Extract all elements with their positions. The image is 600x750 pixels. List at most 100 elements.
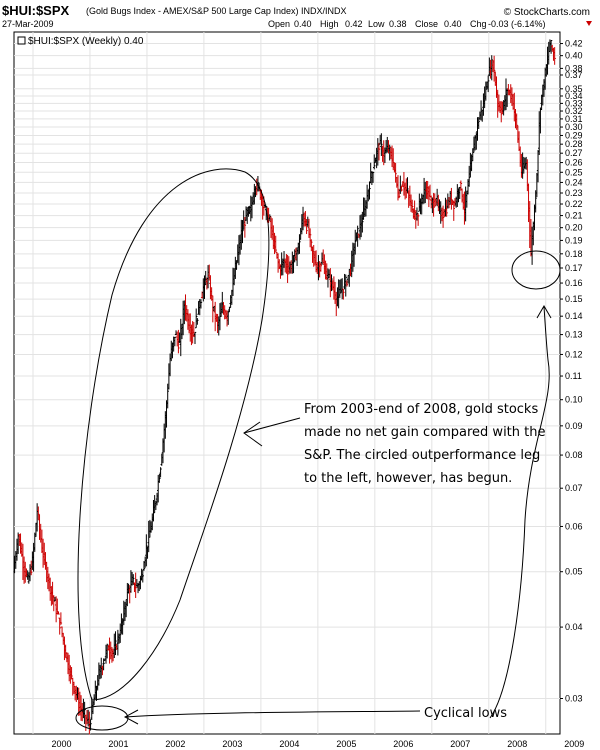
y-tick-label: 0.34	[565, 91, 583, 101]
y-tick-label: 0.30	[565, 122, 583, 132]
y-tick-label: 0.06	[565, 521, 583, 531]
hand-drawn-annotations	[75, 168, 561, 731]
legend-swatch	[17, 36, 26, 45]
low-2001-circle	[75, 705, 129, 731]
ohlc-bar	[308, 228, 312, 248]
y-tick-label: 0.28	[565, 139, 583, 149]
y-tick-label: 0.13	[565, 330, 583, 340]
y-tick-label: 0.25	[565, 167, 583, 177]
x-tick-label: 2004	[279, 739, 299, 749]
ohlc-bar	[141, 569, 144, 583]
annotation-note: From 2003-end of 2008, gold stocks made …	[304, 402, 545, 486]
ohlc-bar	[553, 47, 556, 65]
y-axis-labels: 0.42 0.40 0.380.37 0.350.340.330.320.310.30…	[565, 39, 583, 704]
y-tick-label: 0.22	[565, 199, 583, 209]
ohlc-bar	[274, 235, 277, 253]
low-2008-circle	[511, 250, 561, 290]
chart-symbol: $HUI:$SPX	[2, 3, 70, 18]
ohlc-bar	[83, 701, 86, 724]
ohlc-bar	[445, 199, 448, 217]
ohlc-bar	[196, 318, 199, 325]
lows-pointer-arrowhead	[123, 709, 139, 725]
annotation-line-3: S&P. The circled outperformance leg	[304, 448, 540, 463]
lows-right-pointer-arrowhead	[536, 305, 552, 319]
x-tick-label: 2006	[393, 739, 413, 749]
y-tick-label: 0.03	[565, 693, 583, 703]
y-tick-label: 0.09	[565, 421, 583, 431]
ohlc-bar	[486, 75, 490, 93]
ohlc-bar	[158, 473, 161, 483]
ohlc-bar	[310, 239, 313, 252]
ohlc-bar	[356, 225, 359, 247]
x-tick-label: 2009	[564, 739, 584, 749]
y-tick-label: 0.16	[565, 278, 583, 288]
ohlc-bar	[479, 100, 483, 121]
annotation-line-2: made no net gain compared with the	[304, 425, 545, 440]
ohlc-bar	[534, 190, 537, 213]
y-tick-label: 0.35	[565, 84, 583, 94]
ohlc-bar	[114, 631, 117, 656]
ohlc-bar	[241, 220, 244, 244]
chart-description: (Gold Bugs Index - AMEX/S&P 500 Large Ca…	[86, 6, 346, 16]
y-tick-label: 0.23	[565, 188, 583, 198]
ohlc-bar	[145, 534, 148, 567]
x-tick-label: 2003	[222, 739, 242, 749]
ohlc-bar	[354, 229, 357, 255]
y-tick-label: 0.12	[565, 349, 583, 359]
annotation-cyclical-lows: Cyclical lows	[424, 706, 507, 721]
ohlc-bar	[411, 199, 414, 213]
close-label: Close	[415, 19, 438, 29]
x-tick-label: 2007	[450, 739, 470, 749]
chg-value: -0.03 (-6.14%)	[488, 19, 546, 29]
open-value: 0.40	[294, 19, 312, 29]
ohlc-bar	[368, 181, 371, 200]
chart-date: 27-Mar-2009	[2, 19, 54, 29]
ohlc-bar	[173, 336, 177, 347]
ohlc-bar	[268, 214, 271, 221]
brand-label: © StockCharts.com	[504, 7, 590, 18]
x-tick-label: 2000	[51, 739, 71, 749]
y-tick-label: 0.33	[565, 98, 583, 108]
ohlc-bar	[345, 280, 349, 287]
lows-pointer-line	[124, 710, 421, 718]
y-tick-label: 0.21	[565, 211, 583, 221]
x-axis-labels: 2000 2001 2002 2003 2004 2005 2006 2007 2008 2009	[51, 739, 584, 749]
ohlc-readout: Open 0.40 High 0.42 Low 0.38 Close 0.40 …	[268, 19, 592, 29]
y-tick-label: 0.17	[565, 263, 583, 273]
ohlc-bar	[57, 611, 60, 615]
low-value: 0.38	[389, 19, 407, 29]
y-tick-label: 0.20	[565, 223, 583, 233]
x-tick-label: 2008	[507, 739, 527, 749]
ohlc-bar	[406, 177, 409, 194]
ohlc-bar	[37, 506, 40, 520]
y-tick-label: 0.40	[565, 51, 583, 61]
low-label: Low	[368, 19, 385, 29]
grid-lines	[14, 32, 563, 734]
legend: $HUI:$SPX (Weekly) 0.40	[17, 36, 144, 47]
x-tick-label: 2005	[336, 739, 356, 749]
lows-right-pointer-line	[489, 306, 550, 719]
ohlc-bar	[441, 205, 445, 228]
y-tick-label: 0.07	[565, 483, 583, 493]
y-tick-label: 0.27	[565, 148, 583, 158]
y-tick-label: 0.15	[565, 294, 583, 304]
outperformance-oval	[77, 168, 270, 701]
y-tick-label: 0.14	[565, 311, 583, 321]
annotation-line-1: From 2003-end of 2008, gold stocks	[304, 402, 538, 417]
ohlc-bar	[377, 142, 381, 161]
y-tick-label: 0.10	[565, 395, 583, 405]
y-tick-label: 0.04	[565, 622, 583, 632]
ohlc-bar	[380, 133, 383, 156]
y-tick-label: 0.05	[565, 567, 583, 577]
ohlc-bar	[70, 667, 73, 680]
ohlc-bar	[490, 55, 493, 81]
ohlc-bar	[119, 623, 122, 643]
down-arrow-icon	[586, 21, 592, 26]
plot-frame	[13, 31, 561, 735]
ohlc-bar	[193, 331, 197, 345]
y-tick-label: 0.08	[565, 450, 583, 460]
ohlc-bar	[319, 262, 323, 272]
y-tick-label: 0.26	[565, 158, 583, 168]
ohlc-bar	[394, 162, 397, 183]
y-tick-label: 0.18	[565, 249, 583, 259]
